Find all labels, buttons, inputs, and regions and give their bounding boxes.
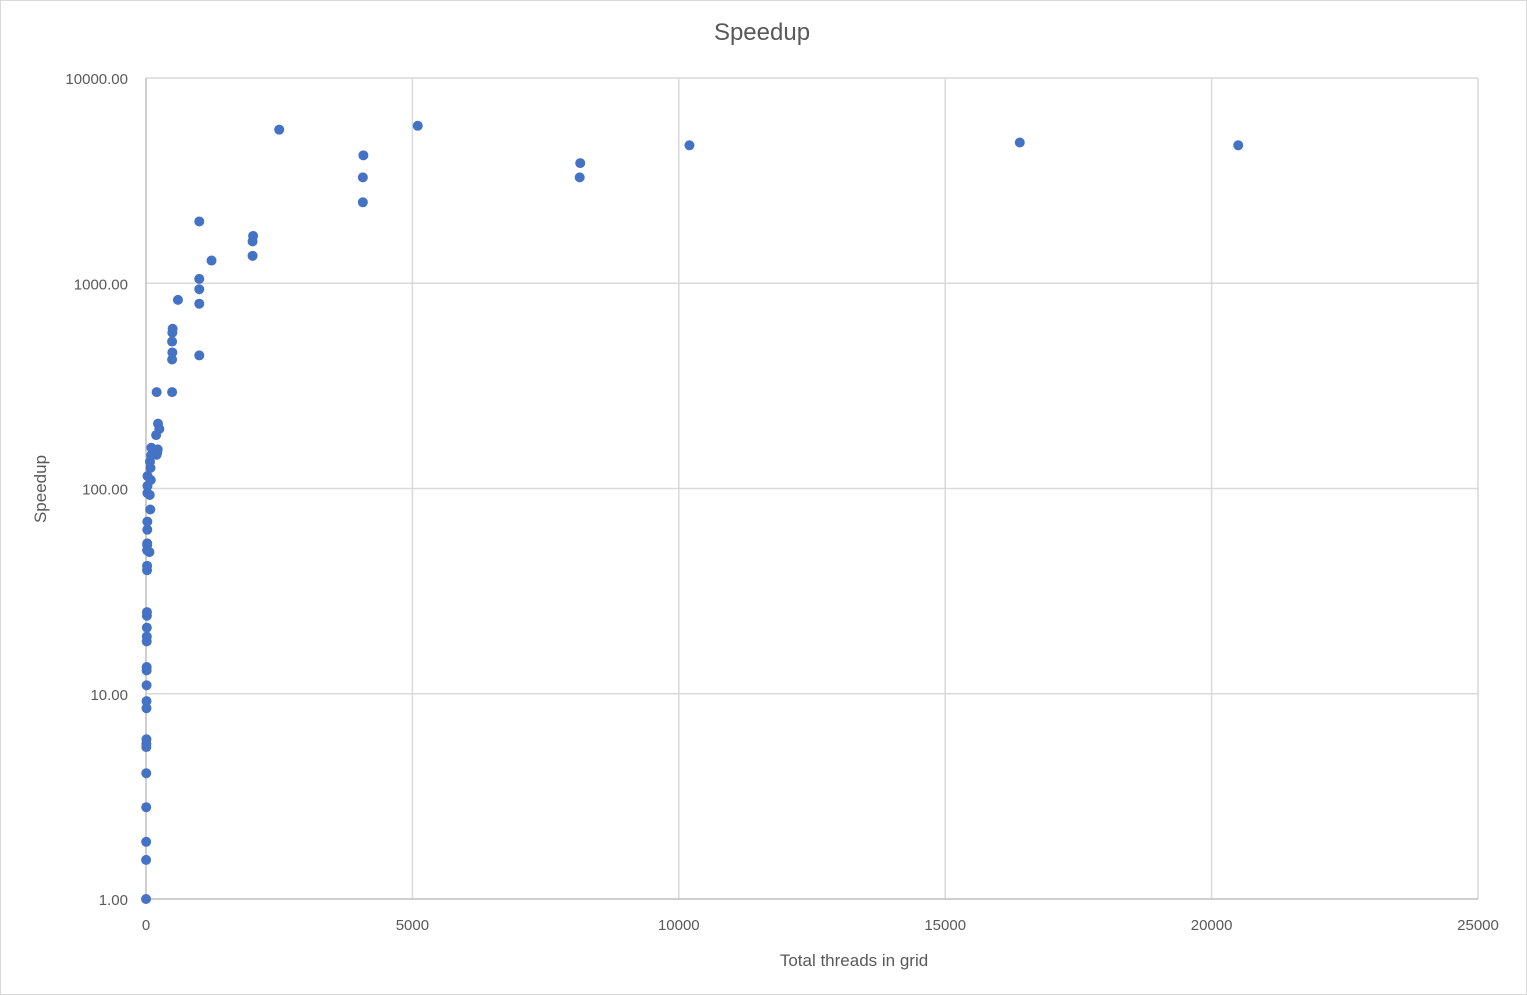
chart-title: Speedup [714, 19, 810, 46]
data-point [574, 172, 585, 183]
data-point [145, 475, 156, 486]
data-point [141, 768, 152, 779]
data-point [274, 124, 285, 135]
data-point [1014, 137, 1025, 148]
data-point [142, 560, 153, 571]
data-point [167, 323, 178, 334]
gridlines [146, 77, 1479, 899]
data-point [194, 350, 205, 361]
data-point [152, 444, 163, 455]
data-point [194, 284, 205, 295]
x-axis-label: Total threads in grid [780, 951, 928, 970]
data-points [141, 120, 1244, 904]
data-point [141, 696, 152, 707]
x-tick-label: 20000 [1191, 917, 1233, 934]
data-point [141, 661, 152, 672]
data-point [248, 230, 259, 241]
data-point [167, 354, 178, 365]
data-point [141, 854, 152, 865]
y-tick-label: 100.00 [82, 482, 128, 499]
data-point [141, 836, 152, 847]
data-point [412, 120, 423, 131]
data-point [1233, 140, 1244, 151]
data-point [141, 680, 152, 691]
data-point [141, 622, 152, 633]
data-point [141, 802, 152, 813]
y-tick-label: 10000.00 [65, 71, 128, 88]
data-point [247, 250, 258, 261]
data-point [144, 489, 155, 500]
data-point [141, 703, 152, 714]
data-point [154, 423, 165, 434]
data-point [142, 516, 153, 527]
data-point [194, 273, 205, 284]
data-point [357, 197, 368, 208]
data-point [142, 524, 153, 535]
data-point [684, 140, 695, 151]
y-tick-label: 1.00 [99, 892, 128, 909]
data-point [194, 298, 205, 309]
data-point [142, 538, 153, 549]
y-tick-label: 10.00 [90, 687, 128, 704]
data-point [206, 255, 217, 266]
x-tick-label: 10000 [658, 917, 700, 934]
data-point [167, 387, 178, 398]
x-tick-label: 15000 [924, 917, 966, 934]
data-point [575, 158, 586, 169]
x-tick-label: 25000 [1457, 917, 1499, 934]
data-point [141, 631, 152, 642]
x-tick-label: 0 [142, 917, 150, 934]
data-point [167, 347, 178, 358]
y-axis-label: Speedup [31, 455, 50, 523]
data-point [141, 734, 152, 745]
data-point [167, 336, 178, 347]
data-point [141, 607, 152, 618]
data-point [172, 294, 183, 305]
data-point [357, 172, 368, 183]
data-point [145, 504, 156, 515]
tick-labels: 0 5000 10000 15000 20000 25000 1.00 10.00 100.00… [65, 71, 1498, 934]
data-point [144, 547, 155, 558]
data-point [358, 150, 369, 161]
data-point [194, 216, 205, 227]
x-tick-label: 5000 [396, 917, 429, 934]
data-point [141, 894, 152, 904]
y-tick-label: 1000.00 [74, 276, 128, 293]
data-point [151, 387, 162, 398]
